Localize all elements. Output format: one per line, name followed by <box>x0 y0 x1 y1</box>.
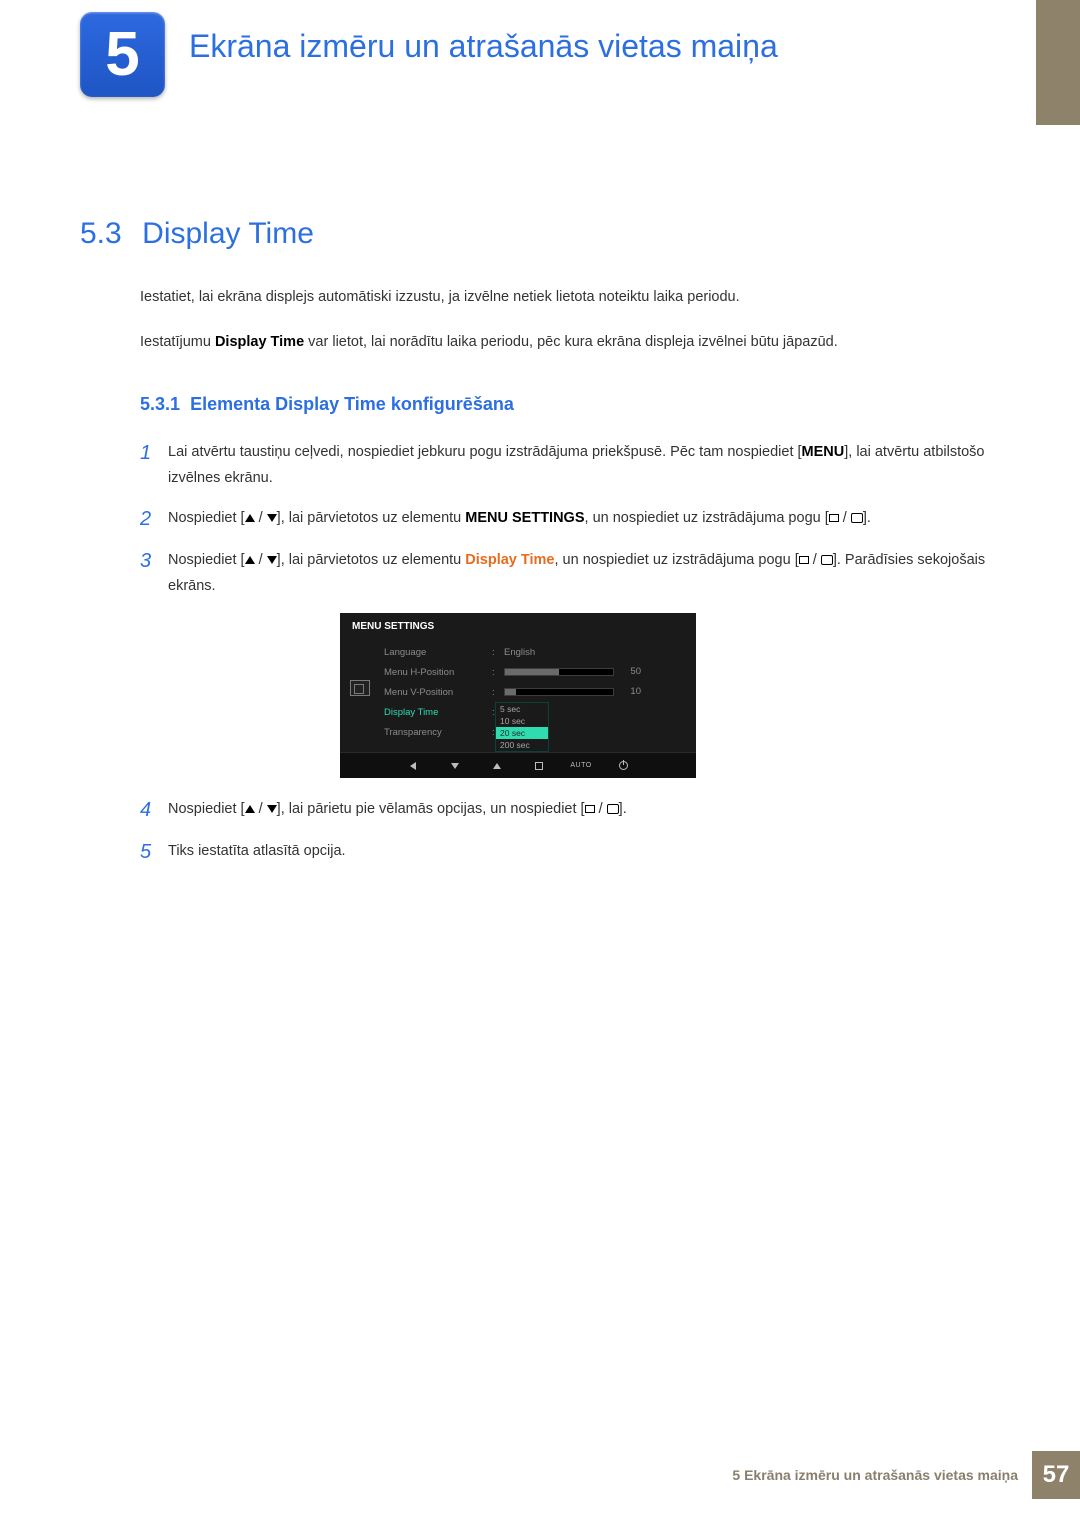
down-arrow-icon <box>267 805 277 813</box>
osd-colon: : <box>492 647 504 658</box>
enter-icon <box>607 804 619 814</box>
osd-row-vposition: Menu V-Position : 10 <box>384 682 682 702</box>
step1-a: Lai atvērtu taustiņu ceļvedi, nospiediet… <box>168 444 802 460</box>
dropdown-option: 200 sec <box>496 739 548 751</box>
intro-paragraph-2: Iestatījumu Display Time var lietot, lai… <box>140 330 1000 355</box>
step-number: 5 <box>140 838 168 866</box>
intro-paragraph-1: Iestatiet, lai ekrāna displejs automātis… <box>140 285 1000 310</box>
source-icon <box>829 514 839 522</box>
osd-value: English <box>504 647 682 658</box>
osd-slider: 10 <box>504 687 682 698</box>
step-text: Nospiediet [ / ], lai pārvietotos uz ele… <box>168 505 1000 533</box>
step-3: 3 Nospiediet [ / ], lai pārvietotos uz e… <box>140 547 1000 599</box>
osd-label: Menu V-Position <box>384 687 492 698</box>
osd-label: Transparency <box>384 727 492 738</box>
osd-colon: : <box>492 687 504 698</box>
step-2: 2 Nospiediet [ / ], lai pārvietotos uz e… <box>140 505 1000 533</box>
osd-panel: MENU SETTINGS Language : English Menu H-… <box>340 613 696 778</box>
step-number: 4 <box>140 796 168 824</box>
intro2-b: var lietot, lai norādītu laika periodu, … <box>304 334 838 350</box>
step2-b: ], lai pārvietotos uz elementu <box>277 510 466 526</box>
dropdown-option: 5 sec <box>496 703 548 715</box>
nav-down-icon <box>448 759 462 773</box>
slider-value: 50 <box>630 666 641 677</box>
enter-icon <box>821 555 833 565</box>
step-number: 2 <box>140 505 168 533</box>
source-icon <box>585 805 595 813</box>
subsection-header: 5.3.1 Elementa Display Time konfigurēšan… <box>140 394 1000 415</box>
step-text: Nospiediet [ / ], lai pārvietotos uz ele… <box>168 547 1000 599</box>
step2-c: , un nospiediet uz izstrādājuma pogu [ <box>585 510 829 526</box>
chapter-title: Ekrāna izmēru un atrašanās vietas maiņa <box>189 28 778 65</box>
page: 5 Ekrāna izmēru un atrašanās vietas maiņ… <box>0 0 1080 1527</box>
up-arrow-icon <box>245 805 255 813</box>
step4-b: ], lai pārietu pie vēlamās opcijas, un n… <box>277 801 585 817</box>
step4-a: Nospiediet [ <box>168 801 245 817</box>
slider-fill <box>505 689 516 695</box>
step-number: 3 <box>140 547 168 599</box>
section-title: Display Time <box>142 217 314 250</box>
osd-label-active: Display Time <box>384 707 492 718</box>
osd-colon: : <box>492 667 504 678</box>
step3-b: ], lai pārvietotos uz elementu <box>277 552 466 568</box>
source-icon <box>799 556 809 564</box>
menu-settings-label: MENU SETTINGS <box>465 510 584 526</box>
page-number-badge: 57 <box>1032 1451 1080 1499</box>
nav-power-icon <box>616 759 630 773</box>
slider-value: 10 <box>630 686 641 697</box>
display-time-label: Display Time <box>465 552 554 568</box>
osd-body: Language : English Menu H-Position : 50 <box>340 640 696 752</box>
steps-list: 1 Lai atvērtu taustiņu ceļvedi, nospiedi… <box>140 439 1000 866</box>
footer-text: 5 Ekrāna izmēru un atrašanās vietas maiņ… <box>732 1467 1018 1483</box>
footer: 5 Ekrāna izmēru un atrašanās vietas maiņ… <box>732 1451 1080 1499</box>
chapter-header: 5 Ekrāna izmēru un atrašanās vietas maiņ… <box>0 0 1080 97</box>
step-4: 4 Nospiediet [ / ], lai pārietu pie vēla… <box>140 796 1000 824</box>
osd-category-icon <box>350 680 370 696</box>
down-arrow-icon <box>267 514 277 522</box>
step2-a: Nospiediet [ <box>168 510 245 526</box>
content-area: 5.3 Display Time Iestatiet, lai ekrāna d… <box>0 97 1080 866</box>
osd-slider: 50 <box>504 667 682 678</box>
menu-label: MENU <box>802 444 845 460</box>
up-arrow-icon <box>245 556 255 564</box>
step-text: Tiks iestatīta atlasītā opcija. <box>168 838 1000 866</box>
slider-track: 50 <box>504 668 614 676</box>
osd-row-language: Language : English <box>384 642 682 662</box>
osd-label: Language <box>384 647 492 658</box>
nav-source-icon <box>532 759 546 773</box>
intro2-a: Iestatījumu <box>140 334 215 350</box>
osd-screenshot: MENU SETTINGS Language : English Menu H-… <box>340 613 1000 778</box>
subsection-number: 5.3.1 <box>140 394 180 414</box>
step-5: 5 Tiks iestatīta atlasītā opcija. <box>140 838 1000 866</box>
nav-auto-label: AUTO <box>574 759 588 773</box>
header-accent-bar <box>1036 0 1080 125</box>
osd-row-hposition: Menu H-Position : 50 <box>384 662 682 682</box>
subsection-title: Elementa Display Time konfigurēšana <box>190 394 514 414</box>
step-text: Lai atvērtu taustiņu ceļvedi, nospiediet… <box>168 439 1000 491</box>
dropdown-option: 10 sec <box>496 715 548 727</box>
down-arrow-icon <box>267 556 277 564</box>
slider-fill <box>505 669 559 675</box>
osd-dropdown: 5 sec 10 sec 20 sec 200 sec <box>495 702 549 752</box>
step4-c: ]. <box>619 801 627 817</box>
step3-c: , un nospiediet uz izstrādājuma pogu [ <box>554 552 798 568</box>
enter-icon <box>851 513 863 523</box>
nav-left-icon <box>406 759 420 773</box>
slider-track: 10 <box>504 688 614 696</box>
step-1: 1 Lai atvērtu taustiņu ceļvedi, nospiedi… <box>140 439 1000 491</box>
step-number: 1 <box>140 439 168 491</box>
section-header: 5.3 Display Time <box>80 217 1000 251</box>
dropdown-option-selected: 20 sec <box>496 727 548 739</box>
osd-title: MENU SETTINGS <box>340 613 696 640</box>
nav-up-icon <box>490 759 504 773</box>
step-text: Nospiediet [ / ], lai pārietu pie vēlamā… <box>168 796 1000 824</box>
osd-nav-bar: AUTO <box>340 752 696 778</box>
intro2-bold: Display Time <box>215 334 304 350</box>
osd-label: Menu H-Position <box>384 667 492 678</box>
up-arrow-icon <box>245 514 255 522</box>
chapter-number-badge: 5 <box>80 12 165 97</box>
step3-a: Nospiediet [ <box>168 552 245 568</box>
section-number: 5.3 <box>80 217 122 250</box>
step2-d: ]. <box>863 510 871 526</box>
